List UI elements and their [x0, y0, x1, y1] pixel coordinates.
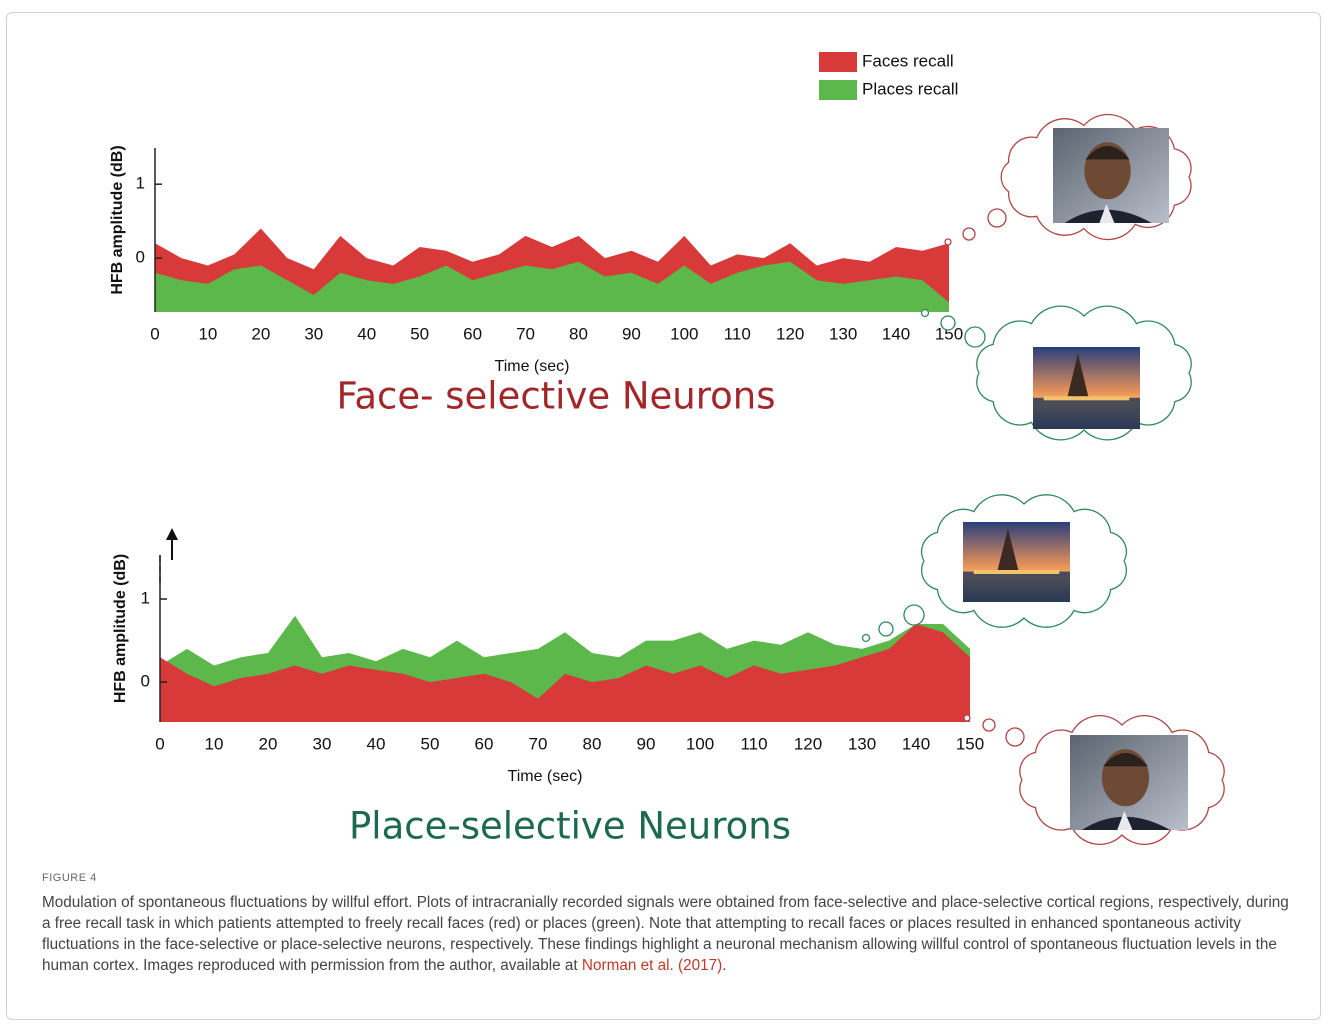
x-tick-label: 20	[259, 734, 278, 753]
figure-caption: Modulation of spontaneous fluctuations b…	[42, 892, 1300, 976]
legend-label: Places recall	[862, 79, 958, 98]
x-tick-label: 100	[686, 734, 714, 753]
figure-label: FIGURE 4	[42, 872, 97, 884]
thought-bubble	[904, 605, 924, 625]
x-tick-label: 140	[902, 734, 930, 753]
thought-bubble	[922, 310, 929, 317]
x-tick-label: 110	[740, 734, 767, 753]
thought-bubble	[964, 715, 970, 721]
x-tick-label: 70	[516, 324, 535, 343]
thought-bubble	[965, 327, 985, 347]
panel-title: Place-selective Neurons	[349, 805, 791, 848]
x-tick-label: 120	[794, 734, 822, 753]
thought-bubble	[963, 228, 975, 240]
x-tick-label: 20	[251, 324, 270, 343]
x-tick-label: 50	[410, 324, 429, 343]
photo-ground	[963, 572, 1070, 602]
x-tick-label: 150	[956, 734, 984, 753]
thought-bubble	[941, 316, 955, 330]
x-tick-label: 90	[637, 734, 656, 753]
photo-lights	[1044, 396, 1130, 400]
x-tick-label: 40	[367, 734, 386, 753]
reference-link[interactable]: Norman et al. (2017)	[582, 957, 722, 974]
thought-bubble	[863, 635, 870, 642]
photo-lights	[974, 570, 1060, 574]
thought-bubble	[983, 719, 995, 731]
x-tick-label: 50	[421, 734, 440, 753]
photo-ground	[1033, 398, 1140, 429]
y-axis-label: HFB amplitude (dB)	[109, 145, 126, 294]
x-tick-label: 80	[569, 324, 588, 343]
y-tick-label: 0	[141, 672, 150, 691]
x-tick-label: 100	[670, 324, 698, 343]
x-tick-label: 70	[529, 734, 548, 753]
x-tick-label: 0	[155, 734, 164, 753]
panel-title: Face- selective Neurons	[336, 375, 775, 418]
x-tick-label: 10	[205, 734, 224, 753]
y-tick-label: 0	[136, 248, 145, 267]
x-tick-label: 120	[776, 324, 804, 343]
thought-bubble	[1006, 728, 1024, 746]
page: 010102030405060708090100110120130140150T…	[0, 0, 1329, 1026]
x-tick-label: 30	[313, 734, 332, 753]
x-tick-label: 130	[829, 324, 857, 343]
legend-swatch	[819, 52, 857, 72]
x-tick-label: 0	[150, 324, 159, 343]
x-tick-label: 80	[583, 734, 602, 753]
x-tick-label: 10	[198, 324, 217, 343]
thought-bubble	[945, 239, 951, 245]
legend-swatch	[819, 80, 857, 100]
y-axis-label: HFB amplitude (dB)	[112, 554, 129, 703]
thought-bubble	[988, 209, 1006, 227]
x-tick-label: 130	[848, 734, 876, 753]
x-tick-label: 110	[724, 324, 751, 343]
y-tick-label: 1	[136, 174, 145, 193]
x-axis-label: Time (sec)	[495, 358, 570, 375]
x-tick-label: 60	[475, 734, 494, 753]
x-tick-label: 60	[463, 324, 482, 343]
caption-end: .	[722, 957, 726, 974]
y-tick-label: 1	[141, 589, 150, 608]
x-tick-label: 140	[882, 324, 910, 343]
arrow-head	[166, 528, 178, 540]
x-tick-label: 40	[357, 324, 376, 343]
legend-label: Faces recall	[862, 51, 954, 70]
x-tick-label: 90	[622, 324, 641, 343]
x-axis-label: Time (sec)	[508, 768, 583, 785]
x-tick-label: 30	[304, 324, 323, 343]
thought-bubble	[879, 622, 893, 636]
